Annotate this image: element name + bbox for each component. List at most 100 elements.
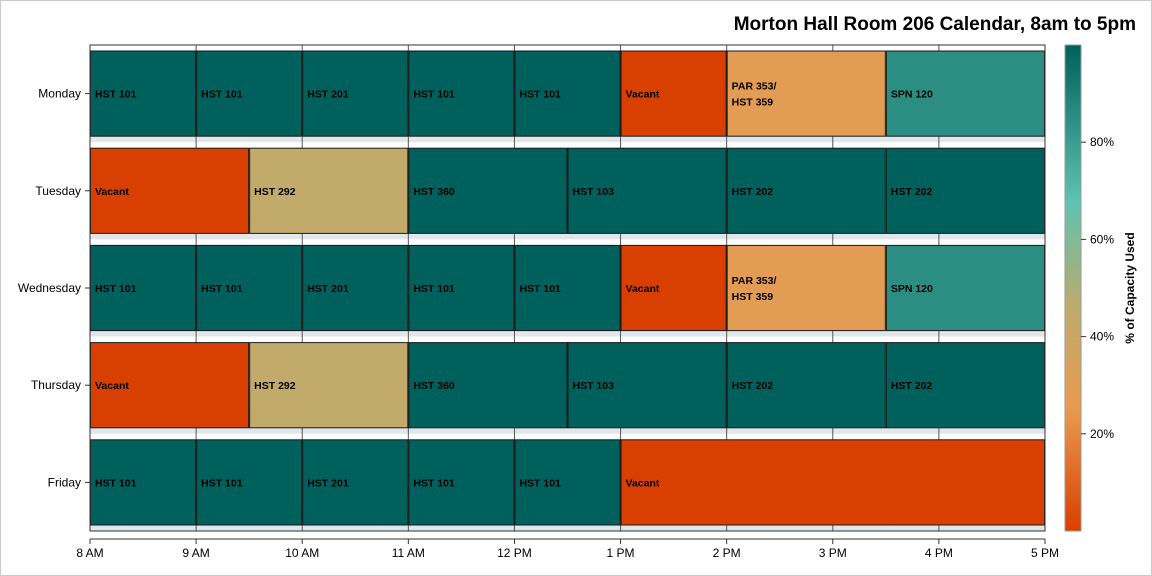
event-bars: HST 101 HST 101 HST 201 HST 101 HST 101 Vacan… (90, 50, 1045, 526)
event-bar-rect (408, 244, 515, 332)
event-bar-rect (408, 50, 515, 137)
x-tick-label: 10 AM (285, 546, 319, 560)
event-bar: HST 101 (514, 244, 621, 332)
y-tick-label: Thursday (31, 378, 81, 392)
y-tick-label: Tuesday (35, 184, 81, 198)
event-label: HST 359 (732, 291, 774, 303)
event-bar-rect (726, 342, 886, 429)
event-bar-rect (514, 439, 621, 526)
event-bar: HST 103 (567, 147, 727, 234)
event-label: HST 101 (95, 283, 137, 295)
event-bar-rect (302, 50, 409, 137)
event-bar-rect (408, 147, 568, 234)
colorbar-tick-label: 20% (1090, 427, 1114, 441)
event-bar-rect (90, 244, 197, 332)
event-bar-rect (726, 50, 886, 137)
x-tick-label: 2 PM (713, 546, 741, 560)
event-label: PAR 353/ (732, 81, 777, 93)
event-bar: HST 101 (90, 50, 197, 137)
event-bar-rect (885, 244, 1045, 332)
event-label: HST 359 (732, 97, 774, 109)
event-label: HST 360 (413, 380, 455, 392)
event-label: HST 101 (413, 477, 455, 489)
chart-title: Morton Hall Room 206 Calendar, 8am to 5p… (733, 14, 1136, 35)
event-bar: HST 101 (90, 439, 197, 526)
event-bar: Vacant (90, 342, 250, 429)
event-label: HST 103 (573, 186, 615, 198)
event-bar-rect (620, 50, 727, 137)
event-label: HST 101 (201, 283, 243, 295)
event-bar: HST 202 (726, 342, 886, 429)
event-label: HST 101 (95, 477, 137, 489)
colorbar-tick-label: 80% (1090, 135, 1114, 149)
event-bar: HST 202 (885, 342, 1045, 429)
event-bar: HST 202 (726, 147, 886, 234)
y-tick-label: Monday (38, 87, 81, 101)
event-bar-rect (90, 147, 250, 234)
event-bar: HST 360 (408, 147, 568, 234)
event-bar-rect (726, 147, 886, 234)
axes: Monday Tuesday Wednesday Thursday Friday 8 AM… (18, 44, 1059, 560)
event-bar: HST 201 (302, 50, 409, 137)
event-bar-rect (885, 147, 1045, 234)
event-bar-rect (408, 439, 515, 526)
event-bar: SPN 120 (885, 244, 1045, 332)
x-tick-label: 1 PM (607, 546, 635, 560)
event-label: SPN 120 (891, 283, 933, 295)
event-bar-rect (90, 342, 250, 429)
event-label: HST 101 (413, 283, 455, 295)
y-tick-label: Friday (48, 475, 81, 489)
event-bar: HST 101 (408, 439, 515, 526)
event-label: HST 101 (95, 89, 137, 101)
event-bar: HST 101 (196, 439, 303, 526)
event-bar-rect (196, 439, 303, 526)
event-label: HST 202 (732, 186, 774, 198)
event-label: PAR 353/ (732, 275, 777, 287)
event-label: HST 101 (519, 89, 561, 101)
x-tick-label: 11 AM (392, 546, 425, 560)
event-label: Vacant (626, 89, 660, 101)
event-bar: Vacant (90, 147, 250, 234)
colorbar-tick-label: 40% (1090, 330, 1114, 344)
event-bar-rect (302, 244, 409, 332)
event-bar-rect (196, 50, 303, 137)
event-bar-rect (567, 342, 727, 429)
event-label: HST 202 (732, 380, 774, 392)
event-bar-rect (885, 342, 1045, 429)
event-bar-rect (90, 50, 197, 137)
event-bar-rect (408, 342, 568, 429)
x-tick-label: 12 PM (497, 546, 532, 560)
event-bar-rect (90, 439, 197, 526)
x-tick-label: 5 PM (1031, 546, 1059, 560)
event-bar: HST 101 (514, 439, 621, 526)
event-label: HST 201 (307, 283, 349, 295)
event-label: HST 292 (254, 380, 296, 392)
event-label: HST 201 (307, 477, 349, 489)
event-bar: PAR 353/HST 359 (726, 50, 886, 137)
colorbar-label: % of Capacity Used (1123, 232, 1137, 343)
event-label: HST 202 (891, 186, 933, 198)
colorbar: 20% 40% 60% 80% % of Capacity Used (1064, 44, 1137, 532)
event-bar: Vacant (620, 439, 1045, 526)
event-label: HST 202 (891, 380, 933, 392)
event-bar: SPN 120 (885, 50, 1045, 137)
event-label: HST 101 (201, 89, 243, 101)
event-bar: HST 201 (302, 439, 409, 526)
event-label: Vacant (626, 477, 660, 489)
event-bar-rect (302, 439, 409, 526)
x-tick-label: 4 PM (925, 546, 953, 560)
event-bar: HST 101 (408, 244, 515, 332)
event-bar-rect (514, 50, 621, 137)
colorbar-scale (1064, 44, 1082, 532)
event-bar: HST 103 (567, 342, 727, 429)
event-bar: Vacant (620, 244, 727, 332)
y-tick-label: Wednesday (18, 281, 81, 295)
event-bar: PAR 353/HST 359 (726, 244, 886, 332)
event-bar-rect (249, 147, 409, 234)
event-label: HST 292 (254, 186, 296, 198)
colorbar-tick-label: 60% (1090, 232, 1114, 246)
event-bar-rect (885, 50, 1045, 137)
event-bar-rect (249, 342, 409, 429)
event-bar-rect (620, 244, 727, 332)
x-tick-label: 3 PM (819, 546, 847, 560)
